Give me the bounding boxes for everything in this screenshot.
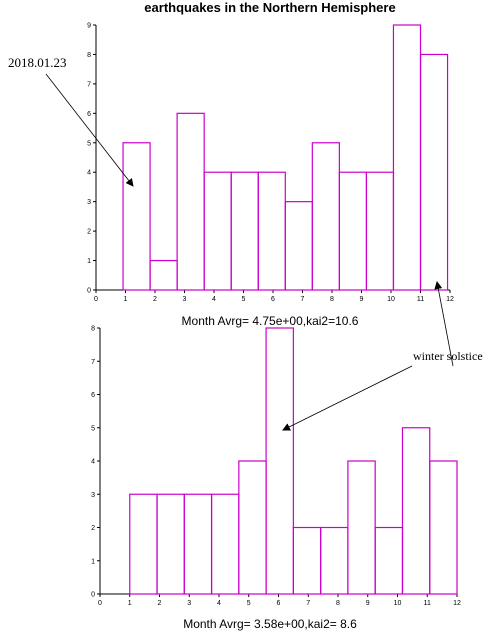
x-axis-label: Month Avrg= 4.75e+00,kai2=10.6 xyxy=(182,314,359,328)
x-tick-label: 11 xyxy=(417,296,424,303)
x-tick-label: 4 xyxy=(217,600,221,607)
y-tick-label: 2 xyxy=(91,525,95,532)
y-tick-label: 0 xyxy=(91,592,95,599)
x-tick-label: 1 xyxy=(124,296,128,303)
bar xyxy=(203,171,232,291)
annotation-arrow xyxy=(45,73,134,187)
bar xyxy=(122,142,151,291)
x-tick-label: 10 xyxy=(394,600,402,607)
annotation-2018-01-23: 2018.01.23 xyxy=(8,55,67,70)
bar xyxy=(149,259,178,291)
y-tick-label: 1 xyxy=(91,558,95,565)
bar xyxy=(292,526,322,595)
chart-title: earthquakes in the Northern Hemisphere xyxy=(144,0,395,15)
y-tick-label: 7 xyxy=(91,359,95,366)
x-axis-label: Month Avrg= 3.58e+00,kai2= 8.6 xyxy=(183,617,357,631)
x-tick-label: 4 xyxy=(212,296,216,303)
bar xyxy=(311,142,340,291)
x-tick-label: 0 xyxy=(94,296,98,303)
bar xyxy=(419,53,449,291)
y-tick-label: 3 xyxy=(87,199,91,206)
annotation-winter-solstice: winter solstice xyxy=(413,349,483,363)
x-tick-label: 7 xyxy=(306,600,310,607)
x-tick-label: 9 xyxy=(360,296,364,303)
y-tick-label: 9 xyxy=(87,23,91,30)
bar xyxy=(365,171,395,291)
y-tick-label: 4 xyxy=(87,170,91,177)
y-tick-label: 5 xyxy=(91,425,95,432)
x-tick-label: 2 xyxy=(158,600,162,607)
annotation-arrow xyxy=(282,365,413,431)
y-tick-label: 1 xyxy=(87,258,91,265)
x-tick-label: 5 xyxy=(247,600,251,607)
x-tick-label: 6 xyxy=(277,600,281,607)
x-tick-label: 8 xyxy=(336,600,340,607)
y-tick-label: 6 xyxy=(87,111,91,118)
y-tick-label: 7 xyxy=(87,81,91,88)
y-tick-label: 0 xyxy=(87,288,91,295)
x-tick-label: 3 xyxy=(183,296,187,303)
bar xyxy=(176,112,205,291)
bar xyxy=(284,201,313,291)
y-tick-label: 4 xyxy=(91,459,95,466)
x-tick-label: 9 xyxy=(366,600,370,607)
bar xyxy=(338,171,368,291)
bar xyxy=(238,460,267,595)
bar xyxy=(230,171,259,291)
y-tick-label: 8 xyxy=(87,52,91,59)
x-tick-label: 8 xyxy=(330,296,334,303)
y-tick-label: 5 xyxy=(87,140,91,147)
x-tick-label: 12 xyxy=(453,600,461,607)
bar xyxy=(392,24,422,291)
bar xyxy=(265,327,294,595)
x-tick-label: 6 xyxy=(271,296,275,303)
y-tick-label: 2 xyxy=(87,229,91,236)
bar xyxy=(183,493,213,595)
bar xyxy=(347,460,376,595)
bar xyxy=(401,427,431,595)
bar xyxy=(257,171,286,291)
y-tick-label: 8 xyxy=(91,326,95,333)
bar xyxy=(129,493,158,595)
x-tick-label: 3 xyxy=(187,600,191,607)
x-tick-label: 2 xyxy=(153,296,157,303)
y-tick-label: 3 xyxy=(91,492,95,499)
x-tick-label: 12 xyxy=(446,296,454,303)
x-tick-label: 10 xyxy=(387,296,395,303)
bar xyxy=(210,493,240,595)
x-tick-label: 7 xyxy=(301,296,305,303)
bar xyxy=(429,460,458,595)
x-tick-label: 1 xyxy=(128,600,132,607)
annotation-arrow xyxy=(434,281,454,367)
bar xyxy=(156,493,185,595)
y-tick-label: 6 xyxy=(91,392,95,399)
x-tick-label: 0 xyxy=(98,600,102,607)
x-tick-label: 11 xyxy=(424,600,431,607)
x-tick-label: 5 xyxy=(242,296,246,303)
bar xyxy=(320,526,349,595)
chart-top: earthquakes in the Northern Hemisphere 0… xyxy=(8,0,454,328)
bar xyxy=(374,526,404,595)
